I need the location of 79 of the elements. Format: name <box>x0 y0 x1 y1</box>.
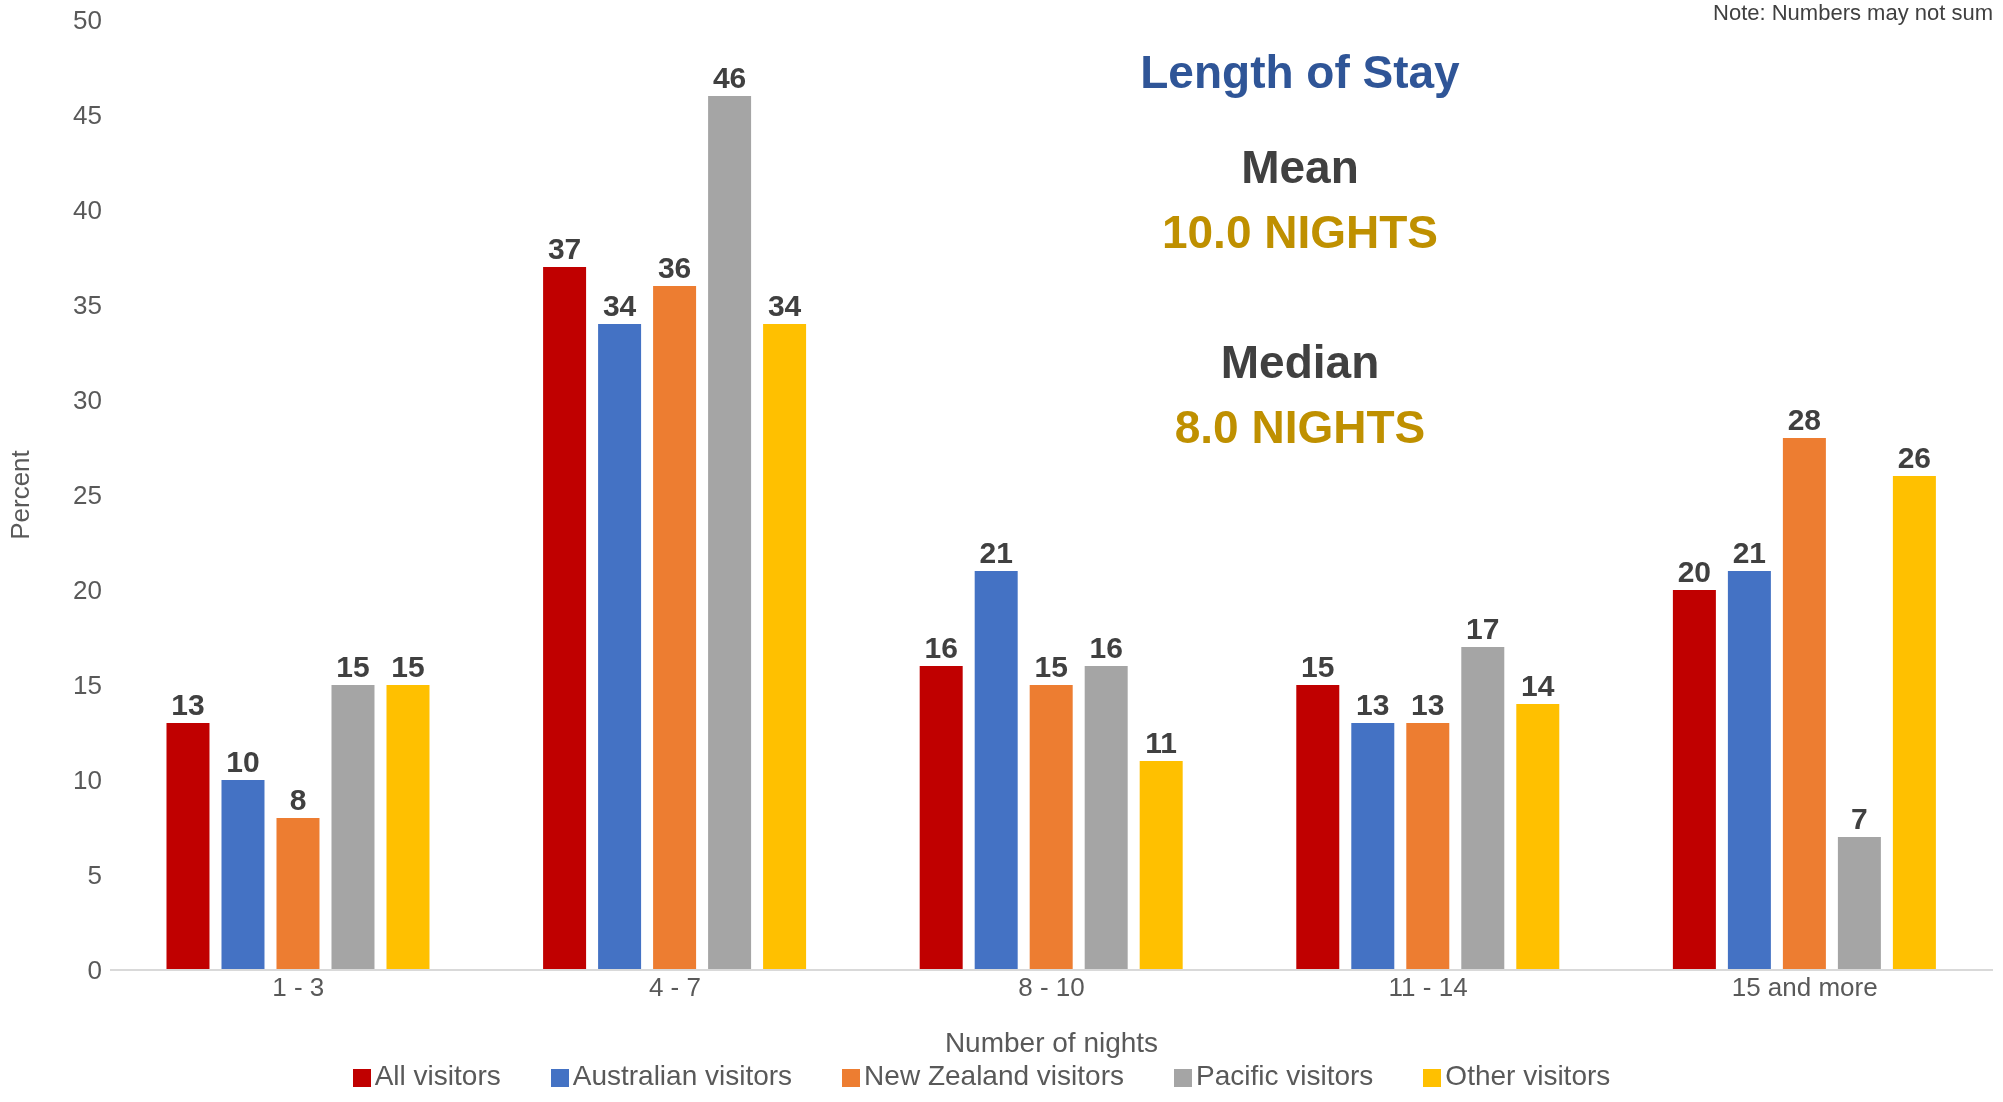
y-tick-label: 15 <box>73 670 102 701</box>
data-label: 13 <box>1356 688 1390 721</box>
bar <box>1084 666 1128 970</box>
legend-label: New Zealand visitors <box>864 1060 1124 1091</box>
y-axis-title: Percent <box>5 449 36 540</box>
y-tick-label: 25 <box>73 480 102 511</box>
x-axis-title: Number of nights <box>944 1027 1159 1058</box>
bar <box>974 571 1018 970</box>
bar <box>598 324 642 970</box>
legend-label: Other visitors <box>1445 1060 1611 1091</box>
bar <box>919 666 963 970</box>
data-label: 34 <box>602 289 637 322</box>
bar <box>276 818 320 970</box>
y-tick-label: 10 <box>73 765 102 796</box>
bar <box>1516 704 1560 970</box>
data-label: 15 <box>391 650 425 683</box>
bar <box>1406 723 1450 970</box>
bar <box>1139 761 1183 970</box>
bar <box>1351 723 1395 970</box>
annotation: 8.0 NIGHTS <box>1173 400 1427 454</box>
data-label: 37 <box>547 232 582 265</box>
legend-label: Pacific visitors <box>1195 1060 1374 1091</box>
y-tick-label: 40 <box>73 195 102 226</box>
bar <box>1029 685 1073 970</box>
annotation: Mean <box>1240 140 1360 194</box>
data-label: 34 <box>767 289 802 322</box>
data-label: 8 <box>289 783 307 816</box>
bar <box>166 723 210 970</box>
annotation: Median <box>1219 335 1381 389</box>
data-label: 46 <box>712 61 747 94</box>
y-tick-label: 20 <box>73 575 102 606</box>
annotation: 10.0 NIGHTS <box>1160 205 1440 259</box>
x-tick-label: 8 - 10 <box>1018 972 1085 1003</box>
data-label: 15 <box>336 650 370 683</box>
bar <box>708 96 752 970</box>
data-label: 13 <box>171 688 205 721</box>
data-label: 13 <box>1411 688 1445 721</box>
bar <box>1727 571 1771 970</box>
bar <box>1672 590 1716 970</box>
data-label: 17 <box>1466 612 1500 645</box>
data-label: 28 <box>1787 403 1822 436</box>
bar <box>221 780 265 970</box>
x-tick-label: 4 - 7 <box>648 972 701 1003</box>
x-tick-label: 15 and more <box>1731 972 1878 1003</box>
x-tick-label: 11 - 14 <box>1388 972 1468 1003</box>
bar <box>1837 837 1881 970</box>
bar <box>331 685 375 970</box>
data-label: 16 <box>924 631 958 664</box>
legend-label: All visitors <box>374 1060 501 1091</box>
data-label: 15 <box>1301 650 1335 683</box>
y-tick-label: 35 <box>73 290 102 321</box>
bar <box>763 324 807 970</box>
data-label: 20 <box>1677 555 1712 588</box>
text: Length of Stay <box>1139 45 1461 99</box>
data-label: 26 <box>1897 441 1932 474</box>
data-label: 16 <box>1089 631 1123 664</box>
data-label: 21 <box>1732 536 1767 569</box>
y-tick-label: 45 <box>73 100 102 131</box>
data-label: 14 <box>1521 669 1555 702</box>
bar <box>1461 647 1505 970</box>
data-label: 7 <box>1851 802 1868 835</box>
data-label: 10 <box>226 745 260 778</box>
data-label: 21 <box>979 536 1013 569</box>
data-label: 11 <box>1145 726 1178 759</box>
x-tick-label: 1 - 3 <box>272 972 325 1003</box>
y-tick-label: 0 <box>87 955 102 986</box>
y-tick-label: 30 <box>73 385 102 416</box>
bar <box>1296 685 1340 970</box>
bar <box>653 286 697 970</box>
data-label: 36 <box>657 251 692 284</box>
bar <box>543 267 587 970</box>
annotation: Note: Numbers may not sum <box>1713 0 1993 26</box>
y-tick-label: 50 <box>73 5 102 36</box>
y-tick-label: 5 <box>87 860 102 891</box>
bar <box>1892 476 1936 970</box>
data-label: 15 <box>1034 650 1068 683</box>
bar <box>386 685 430 970</box>
bar <box>1782 438 1826 970</box>
legend-label: Australian visitors <box>572 1060 793 1091</box>
